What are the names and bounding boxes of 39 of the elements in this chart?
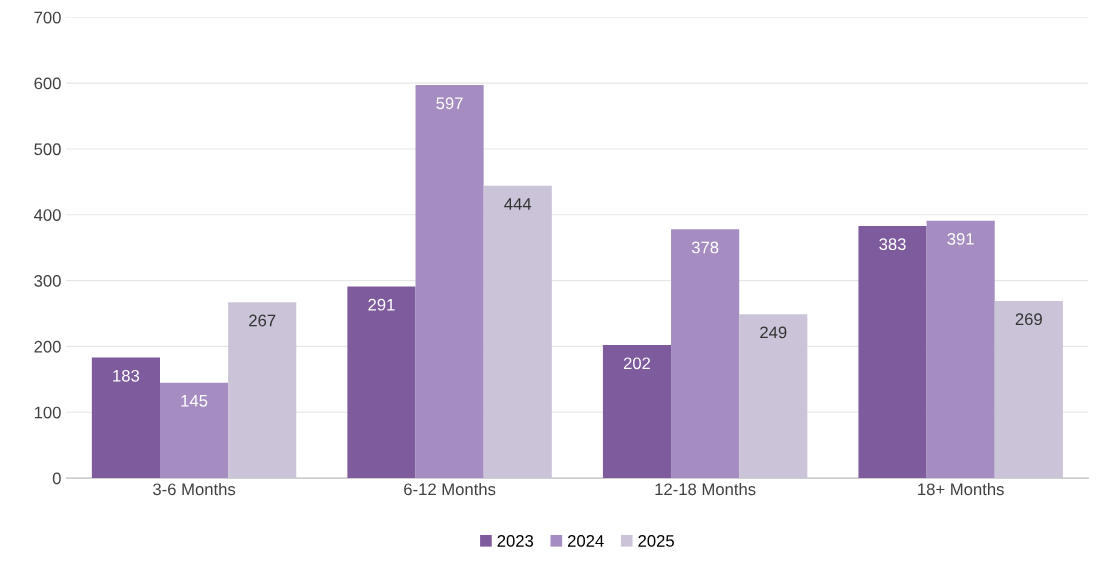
- bar: [228, 302, 297, 479]
- x-tick-label: 3-6 Months: [153, 482, 236, 496]
- y-tick-label: 0: [52, 472, 61, 485]
- y-tick-label: 700: [34, 11, 61, 24]
- bar: [159, 382, 229, 479]
- data-label: 291: [368, 298, 395, 311]
- data-label: 202: [623, 357, 651, 370]
- y-tick-label: 300: [34, 275, 61, 287]
- bar: [347, 286, 416, 479]
- legend-label: 2025: [638, 534, 674, 547]
- bar: [994, 301, 1063, 479]
- data-label: 183: [113, 369, 140, 382]
- bar: [91, 357, 160, 479]
- bar: [602, 345, 672, 479]
- data-label: 267: [249, 314, 276, 327]
- data-label: 597: [436, 97, 463, 110]
- y-tick-label: 400: [34, 209, 61, 221]
- data-label: 249: [760, 326, 787, 339]
- data-label: 269: [1015, 313, 1042, 326]
- x-tick-label: 18+ Months: [918, 482, 1004, 496]
- data-label: 391: [947, 232, 974, 245]
- x-tick-label: 12-18 Months: [655, 482, 756, 496]
- data-label: 444: [504, 198, 532, 210]
- x-tick-label: 6-12 Months: [404, 482, 496, 496]
- bar: [926, 220, 995, 479]
- data-label: 145: [181, 395, 208, 407]
- y-tick-label: 200: [34, 340, 61, 353]
- y-tick-label: 500: [34, 143, 61, 156]
- data-label: 383: [879, 238, 906, 251]
- legend-label: 2023: [497, 534, 534, 547]
- data-label: 378: [691, 241, 719, 254]
- bar: [415, 85, 484, 479]
- bar: [858, 225, 927, 479]
- legend-label: 2024: [568, 534, 604, 547]
- bar: [739, 314, 808, 479]
- bar: [483, 185, 552, 479]
- bar: [671, 229, 740, 479]
- y-tick-label: 600: [34, 77, 61, 90]
- y-tick-label: 100: [34, 406, 61, 419]
